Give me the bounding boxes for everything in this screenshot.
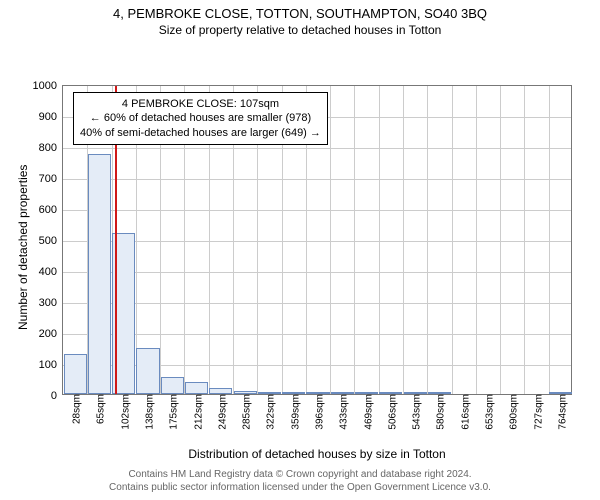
y-tick-label: 200 <box>39 328 63 340</box>
histogram-bar <box>379 392 402 394</box>
histogram-bar <box>209 388 232 394</box>
x-axis-label: Distribution of detached houses by size … <box>62 447 572 461</box>
title-main: 4, PEMBROKE CLOSE, TOTTON, SOUTHAMPTON, … <box>0 6 600 21</box>
x-tick-label: 285sqm <box>238 394 253 430</box>
histogram-bar <box>549 392 572 394</box>
x-tick-label: 65sqm <box>92 394 107 424</box>
x-tick-label: 616sqm <box>456 394 471 430</box>
plot-area: 0100200300400500600700800900100028sqm65s… <box>62 85 572 395</box>
histogram-bar <box>88 154 111 394</box>
chart-area: 0 100 200 300 400 500 600 700 800 900 1000 28sqm 65s… <box>0 37 600 427</box>
y-axis-label: Number of detached properties <box>16 165 30 330</box>
x-tick-label: 506sqm <box>383 394 398 430</box>
infobox-line: ← 60% of detached houses are smaller (97… <box>80 111 321 125</box>
x-tick-label: 396sqm <box>311 394 326 430</box>
gridline-v <box>500 86 501 394</box>
x-tick-label: 249sqm <box>213 394 228 430</box>
x-tick-label: 175sqm <box>165 394 180 430</box>
x-tick-label: 764sqm <box>553 394 568 430</box>
gridline-h <box>63 334 571 335</box>
y-tick-label: 400 <box>39 266 63 278</box>
footer-line-2: Contains public sector information licen… <box>0 481 600 494</box>
x-tick-label: 727sqm <box>529 394 544 430</box>
x-tick-label: 653sqm <box>481 394 496 430</box>
histogram-bar <box>136 348 159 395</box>
gridline-h <box>63 148 571 149</box>
gridline-h <box>63 210 571 211</box>
title-sub: Size of property relative to detached ho… <box>0 23 600 37</box>
x-tick-label: 138sqm <box>141 394 156 430</box>
y-tick-label: 900 <box>39 111 63 123</box>
x-tick-label: 433sqm <box>335 394 350 430</box>
x-tick-label: 212sqm <box>189 394 204 430</box>
infobox-line: 4 PEMBROKE CLOSE: 107sqm <box>80 97 321 111</box>
gridline-v <box>452 86 453 394</box>
gridline-v <box>427 86 428 394</box>
gridline-v <box>330 86 331 394</box>
histogram-bar <box>258 392 281 394</box>
footer-line-1: Contains HM Land Registry data © Crown c… <box>0 468 600 481</box>
y-tick-label: 600 <box>39 204 63 216</box>
histogram-bar <box>185 382 208 394</box>
infobox-line: 40% of semi-detached houses are larger (… <box>80 126 321 140</box>
gridline-h <box>63 179 571 180</box>
histogram-bar <box>282 392 305 394</box>
x-tick-label: 28sqm <box>68 394 83 424</box>
gridline-v <box>549 86 550 394</box>
histogram-bar <box>64 354 87 394</box>
gridline-v <box>354 86 355 394</box>
histogram-bar <box>355 392 378 394</box>
histogram-bar <box>404 392 427 394</box>
x-tick-label: 543sqm <box>408 394 423 430</box>
histogram-bar <box>428 392 451 394</box>
x-tick-label: 469sqm <box>359 394 374 430</box>
x-tick-label: 580sqm <box>432 394 447 430</box>
y-tick-label: 800 <box>39 142 63 154</box>
gridline-h <box>63 272 571 273</box>
x-tick-label: 359sqm <box>286 394 301 430</box>
reference-infobox: 4 PEMBROKE CLOSE: 107sqm← 60% of detache… <box>73 92 328 145</box>
histogram-bar <box>306 392 329 394</box>
y-tick-label: 300 <box>39 297 63 309</box>
y-tick-label: 1000 <box>33 80 63 92</box>
gridline-h <box>63 303 571 304</box>
chart-titles: 4, PEMBROKE CLOSE, TOTTON, SOUTHAMPTON, … <box>0 0 600 37</box>
histogram-bar <box>331 392 354 394</box>
y-tick-label: 100 <box>39 359 63 371</box>
histogram-bar <box>234 391 257 394</box>
gridline-h <box>63 241 571 242</box>
x-tick-label: 102sqm <box>116 394 131 430</box>
gridline-v <box>379 86 380 394</box>
y-tick-label: 500 <box>39 235 63 247</box>
attribution-footer: Contains HM Land Registry data © Crown c… <box>0 468 600 494</box>
gridline-v <box>524 86 525 394</box>
x-tick-label: 322sqm <box>262 394 277 430</box>
histogram-bar <box>161 377 184 394</box>
y-tick-label: 0 <box>51 390 63 402</box>
gridline-v <box>476 86 477 394</box>
x-tick-label: 690sqm <box>505 394 520 430</box>
y-tick-label: 700 <box>39 173 63 185</box>
gridline-v <box>403 86 404 394</box>
